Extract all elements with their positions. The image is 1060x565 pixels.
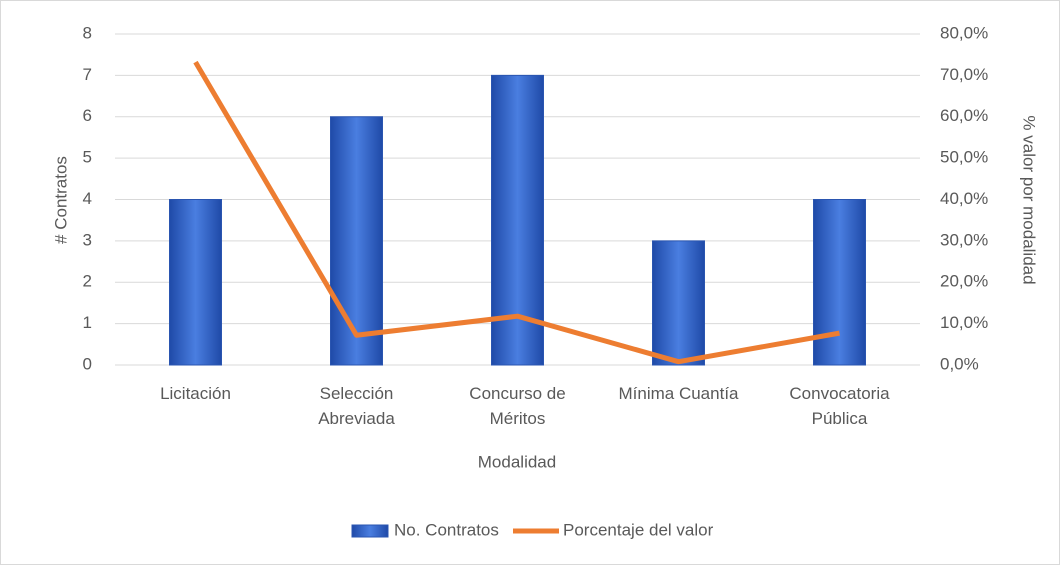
x-tick-label: Licitación (160, 384, 231, 403)
y-tick-label: 5 (83, 148, 92, 167)
y2-tick-label: 80,0% (940, 23, 988, 42)
y2-tick-label: 20,0% (940, 272, 988, 291)
y-tick-label: 6 (83, 106, 92, 125)
y-tick-label: 8 (83, 23, 92, 42)
y2-tick-label: 60,0% (940, 106, 988, 125)
legend-label: Porcentaje del valor (563, 520, 714, 539)
x-tick-label: Concurso de Méritos (469, 384, 566, 428)
bar (169, 199, 222, 366)
legend-label: No. Contratos (394, 520, 499, 539)
y2-tick-label: 40,0% (940, 189, 988, 208)
x-axis-title: Modalidad (478, 452, 556, 471)
bar (813, 199, 866, 366)
y-tick-label: 1 (83, 313, 92, 332)
y2-tick-label: 50,0% (940, 148, 988, 167)
x-tick-label: Convocatoria Pública (789, 384, 890, 428)
y2-tick-label: 70,0% (940, 65, 988, 84)
y2-tick-label: 30,0% (940, 230, 988, 249)
y-tick-label: 2 (83, 272, 92, 291)
y-tick-label: 4 (83, 189, 92, 208)
legend-swatch (351, 524, 389, 538)
y2-axis-title: % valor por modalidad (1020, 115, 1039, 284)
bar (330, 116, 383, 366)
y2-tick-label: 0,0% (940, 354, 979, 373)
y-axis-title: # Contratos (51, 156, 70, 244)
x-tick-label: Selección Abreviada (318, 384, 395, 428)
x-tick-label: Mínima Cuantía (618, 384, 739, 403)
y-tick-label: 0 (83, 354, 92, 373)
line (193, 60, 840, 365)
y-tick-label: 3 (83, 230, 92, 249)
y2-tick-label: 10,0% (940, 313, 988, 332)
y-tick-label: 7 (83, 65, 92, 84)
bar (652, 240, 705, 366)
